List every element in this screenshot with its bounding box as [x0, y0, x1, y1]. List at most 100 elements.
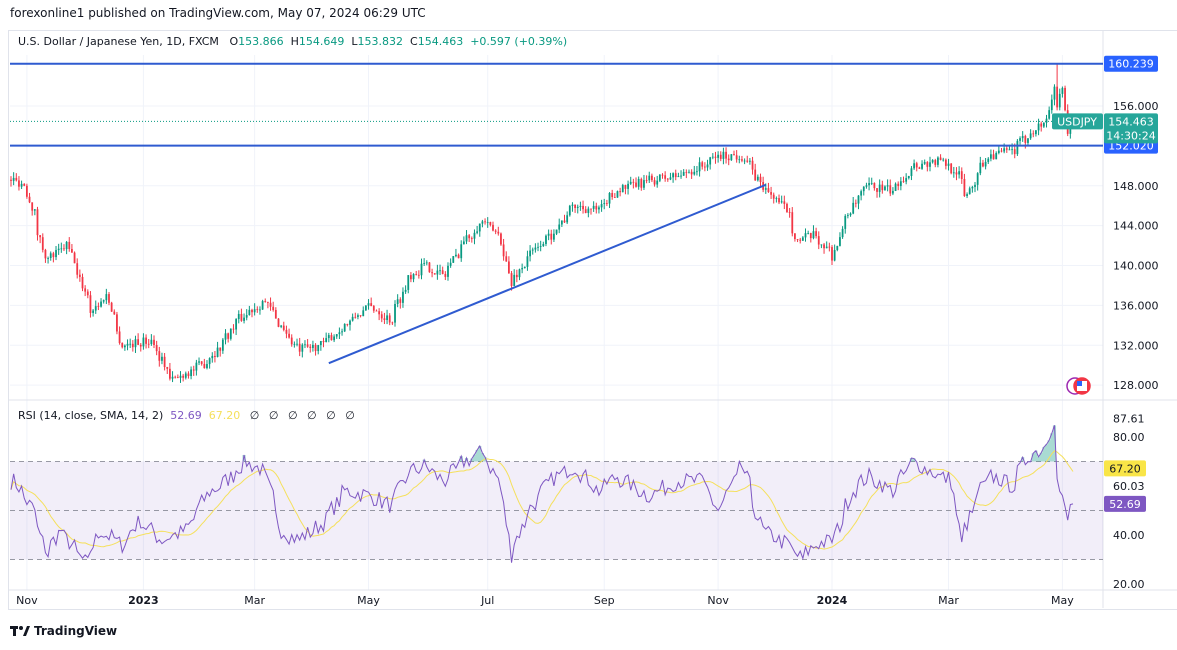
- candle: [839, 232, 841, 247]
- candle-body: [523, 266, 526, 269]
- candle: [282, 321, 285, 332]
- candle: [253, 303, 256, 316]
- candle-body: [897, 183, 900, 187]
- open-value: 153.866: [238, 35, 284, 48]
- candle-body: [404, 289, 407, 292]
- candle-body: [584, 209, 587, 213]
- candle: [139, 343, 142, 352]
- candle-body: [918, 167, 921, 169]
- empty-value: ∅: [326, 409, 336, 422]
- tradingview-logo[interactable]: TradingView: [10, 624, 117, 638]
- candle: [886, 179, 889, 192]
- candle-body: [481, 221, 484, 224]
- candle-body: [108, 294, 110, 303]
- close-label: C: [410, 35, 418, 48]
- candle-body: [770, 192, 772, 195]
- candle-body: [510, 273, 513, 286]
- candle: [560, 220, 563, 228]
- candle: [574, 204, 577, 213]
- candle: [391, 321, 394, 326]
- candle: [221, 337, 224, 354]
- candle: [762, 176, 765, 193]
- candle-body: [253, 309, 256, 313]
- candle: [982, 159, 984, 168]
- candle-body: [507, 261, 510, 274]
- candle: [545, 234, 547, 247]
- candle: [113, 309, 116, 315]
- candle: [910, 166, 913, 181]
- candle: [394, 300, 396, 327]
- tradingview-brand: TradingView: [34, 624, 118, 638]
- candle-body: [794, 233, 796, 240]
- candle-body: [187, 373, 190, 377]
- candle: [889, 179, 892, 197]
- time-tick-label: May: [1051, 594, 1074, 607]
- price-tick-label: 144.000: [1113, 220, 1159, 233]
- candle: [849, 212, 852, 217]
- candle-body: [788, 212, 791, 213]
- candle: [232, 324, 235, 334]
- candle-body: [934, 160, 937, 165]
- candle-body: [55, 250, 57, 258]
- candle-body: [701, 162, 704, 167]
- candle: [161, 352, 163, 365]
- candle: [176, 374, 179, 379]
- candle-body: [84, 288, 87, 292]
- candle: [433, 273, 436, 275]
- candle: [1029, 129, 1032, 140]
- candle: [505, 251, 508, 262]
- candle: [190, 366, 192, 380]
- candle-body: [139, 344, 142, 347]
- candle: [298, 337, 301, 357]
- candle-body: [341, 331, 343, 333]
- candle: [235, 318, 238, 336]
- candle-body: [206, 364, 208, 369]
- candle-body: [71, 248, 73, 253]
- candle: [756, 174, 759, 182]
- candle: [224, 329, 227, 345]
- candle: [319, 340, 322, 351]
- candle: [550, 229, 553, 245]
- candle-body: [269, 302, 272, 307]
- candle: [870, 177, 873, 186]
- candle: [219, 347, 222, 357]
- candle-body: [971, 186, 974, 189]
- symbol-legend: U.S. Dollar / Japanese Yen, 1D, FXCM O15…: [18, 35, 567, 48]
- candle: [343, 323, 346, 333]
- candle-body: [486, 222, 489, 223]
- symbol-title: U.S. Dollar / Japanese Yen, 1D, FXCM: [18, 35, 219, 48]
- candle-body: [497, 231, 500, 234]
- candle: [18, 176, 20, 191]
- candle-body: [153, 339, 155, 345]
- open-label: O: [229, 35, 239, 48]
- candle: [364, 305, 367, 311]
- candle-body: [582, 205, 584, 210]
- candle-body: [500, 233, 502, 245]
- candle: [478, 223, 481, 237]
- candle-body: [672, 173, 674, 178]
- candle: [486, 217, 489, 228]
- candle: [1061, 86, 1064, 98]
- candle-body: [796, 239, 799, 240]
- close-value: 154.463: [417, 35, 464, 48]
- candle-body: [1064, 87, 1066, 111]
- countdown-label: 14:30:24: [1106, 129, 1155, 142]
- candle-body: [831, 247, 833, 261]
- candle: [441, 266, 444, 275]
- candle-body: [627, 183, 629, 189]
- candle-body: [192, 369, 195, 371]
- candle-body: [1050, 99, 1053, 111]
- candle-body: [1008, 149, 1011, 151]
- candle: [608, 192, 611, 209]
- candle-body: [25, 185, 28, 197]
- candle: [449, 258, 452, 268]
- candle: [489, 221, 492, 227]
- candle-body: [719, 154, 722, 159]
- candle: [770, 186, 772, 199]
- candle-body: [155, 344, 158, 352]
- candle-body: [277, 318, 280, 327]
- candle-body: [460, 244, 463, 259]
- candle-body: [417, 274, 420, 276]
- candle: [1027, 138, 1029, 146]
